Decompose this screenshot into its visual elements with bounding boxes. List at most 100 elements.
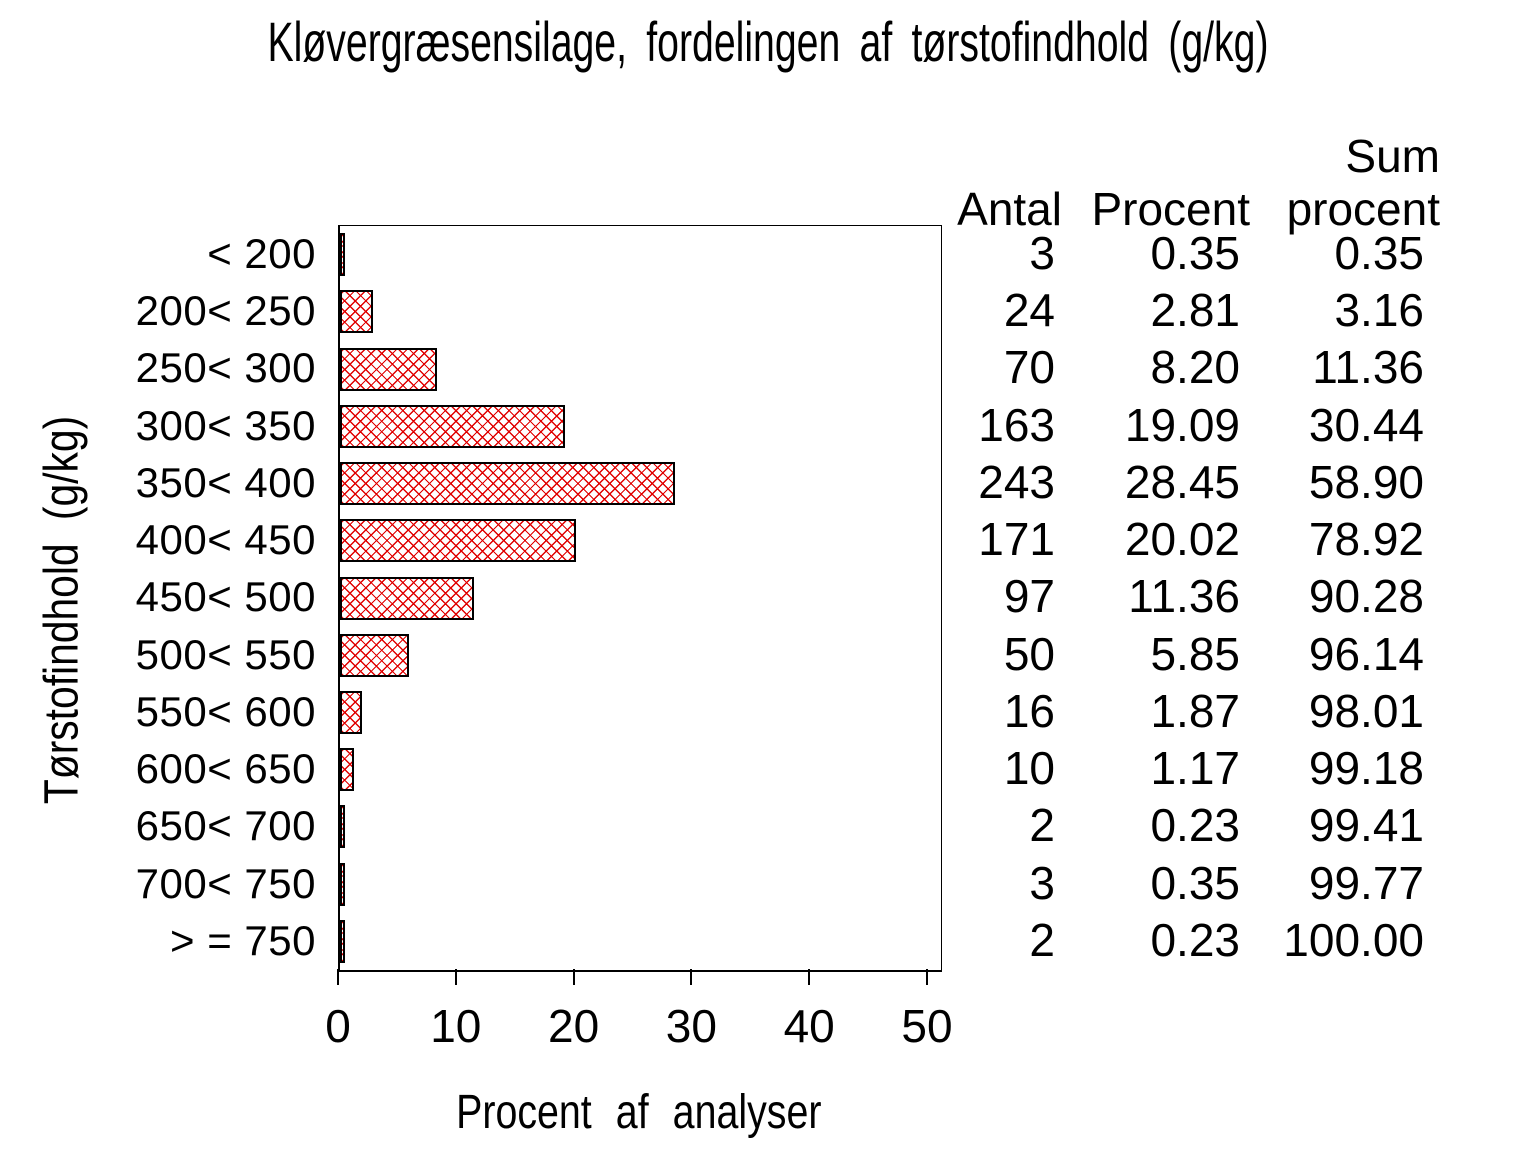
header-procent: Procent bbox=[1091, 183, 1250, 235]
table-row-10: 2 0.23 99.41 bbox=[0, 797, 1536, 854]
procent-cell: 1.17 bbox=[1150, 742, 1240, 795]
sum-procent-cell: 90.28 bbox=[1308, 570, 1424, 623]
x-tick-label-10: 10 bbox=[430, 1000, 482, 1052]
bar-0 bbox=[340, 233, 345, 277]
category-label-8: 550< 600 bbox=[135, 687, 316, 735]
sum-procent-cell: 11.36 bbox=[1312, 341, 1424, 394]
category-axis: < 200 200< 250 250< 300 300< 350 350< 400 400… bbox=[0, 0, 316, 1152]
antal-cell: 24 bbox=[1003, 284, 1055, 337]
antal-cell: 171 bbox=[978, 513, 1055, 566]
table-row-9: 10 1.17 99.18 bbox=[0, 740, 1536, 797]
antal-cell: 97 bbox=[1003, 570, 1055, 623]
procent-cell: 1.87 bbox=[1150, 684, 1240, 737]
procent-cell: 8.20 bbox=[1150, 341, 1240, 394]
category-label-2: 250< 300 bbox=[135, 344, 316, 392]
sum-procent-cell: 0.35 bbox=[1334, 227, 1424, 279]
antal-cell: 10 bbox=[1003, 742, 1055, 795]
bar-11 bbox=[340, 862, 345, 906]
sum-procent-cell: 96.14 bbox=[1308, 627, 1424, 680]
table-row-6: 97 11.36 90.28 bbox=[0, 568, 1536, 625]
category-label-1: 200< 250 bbox=[135, 287, 316, 335]
table-row-8: 16 1.87 98.01 bbox=[0, 683, 1536, 740]
x-tick-label-50: 50 bbox=[901, 1000, 953, 1052]
x-tick-mark-20 bbox=[572, 969, 575, 985]
procent-cell: 0.23 bbox=[1150, 799, 1240, 852]
bar-9 bbox=[340, 748, 354, 792]
bar-12 bbox=[340, 919, 345, 963]
antal-cell: 50 bbox=[1003, 627, 1055, 680]
category-label-9: 600< 650 bbox=[135, 745, 316, 793]
header-sum-line2: procent bbox=[1286, 183, 1440, 235]
antal-cell: 243 bbox=[978, 455, 1055, 508]
chart-title: Kløvergræsensilage, fordelingen af tørst… bbox=[0, 10, 1536, 74]
x-tick-mark-30 bbox=[690, 969, 693, 985]
bar-5 bbox=[340, 519, 576, 563]
procent-cell: 0.23 bbox=[1150, 913, 1240, 966]
antal-cell: 3 bbox=[1029, 856, 1055, 909]
category-label-0: < 200 bbox=[207, 230, 316, 277]
table-row-3: 163 19.09 30.44 bbox=[0, 397, 1536, 454]
category-label-5: 400< 450 bbox=[135, 516, 316, 564]
bar-10 bbox=[340, 805, 345, 849]
bar-2 bbox=[340, 347, 437, 391]
bar-7 bbox=[340, 633, 409, 677]
procent-cell: 20.02 bbox=[1124, 513, 1240, 566]
procent-cell: 19.09 bbox=[1124, 398, 1240, 451]
antal-cell: 16 bbox=[1003, 684, 1055, 737]
procent-cell: 28.45 bbox=[1124, 455, 1240, 508]
antal-cell: 3 bbox=[1029, 227, 1055, 279]
antal-cell: 70 bbox=[1003, 341, 1055, 394]
x-tick-label-30: 30 bbox=[665, 1000, 717, 1052]
plot-area bbox=[338, 225, 942, 972]
table-row-1: 24 2.81 3.16 bbox=[0, 282, 1536, 339]
x-axis-title-text: Procent af analyser bbox=[455, 1086, 822, 1139]
sum-procent-cell: 98.01 bbox=[1308, 684, 1424, 737]
bar-3 bbox=[340, 404, 565, 448]
chart-title-text: Kløvergræsensilage, fordelingen af tørst… bbox=[267, 10, 1269, 73]
sum-procent-cell: 100.00 bbox=[1283, 913, 1424, 966]
table-row-0: 3 0.35 0.35 bbox=[0, 225, 1536, 282]
x-tick-mark-10 bbox=[454, 969, 457, 985]
bar-4 bbox=[340, 462, 676, 506]
x-tick-label-0: 0 bbox=[325, 1000, 351, 1052]
category-label-4: 350< 400 bbox=[135, 458, 316, 506]
bar-8 bbox=[340, 690, 363, 734]
category-label-6: 450< 500 bbox=[135, 573, 316, 621]
sum-procent-cell: 78.92 bbox=[1308, 513, 1424, 566]
sum-procent-cell: 99.41 bbox=[1308, 799, 1424, 852]
category-label-10: 650< 700 bbox=[135, 802, 316, 850]
table-row-12: 2 0.23 100.00 bbox=[0, 912, 1536, 969]
sum-procent-cell: 99.18 bbox=[1308, 742, 1424, 795]
bar-1 bbox=[340, 290, 374, 334]
antal-cell: 2 bbox=[1029, 799, 1055, 852]
procent-cell: 0.35 bbox=[1150, 856, 1240, 909]
table-row-7: 50 5.85 96.14 bbox=[0, 626, 1536, 683]
procent-cell: 5.85 bbox=[1150, 627, 1240, 680]
x-axis-title: Procent af analyser bbox=[338, 1085, 939, 1140]
x-tick-mark-50 bbox=[926, 969, 928, 985]
category-label-7: 500< 550 bbox=[135, 630, 316, 678]
table-row-2: 70 8.20 11.36 bbox=[0, 339, 1536, 396]
x-tick-mark-40 bbox=[808, 969, 811, 985]
antal-cell: 163 bbox=[978, 398, 1055, 451]
table-row-5: 171 20.02 78.92 bbox=[0, 511, 1536, 568]
procent-cell: 2.81 bbox=[1150, 284, 1240, 337]
sum-procent-cell: 30.44 bbox=[1308, 398, 1424, 451]
category-label-11: 700< 750 bbox=[135, 859, 316, 907]
category-label-3: 300< 350 bbox=[135, 401, 316, 449]
procent-cell: 11.36 bbox=[1128, 570, 1240, 623]
table-row-4: 243 28.45 58.90 bbox=[0, 454, 1536, 511]
x-tick-mark-0 bbox=[337, 969, 339, 985]
category-label-12: > = 750 bbox=[170, 916, 316, 964]
x-tick-label-20: 20 bbox=[548, 1000, 600, 1052]
header-sum-line1: Sum bbox=[1345, 130, 1440, 182]
antal-cell: 2 bbox=[1029, 913, 1055, 966]
bar-6 bbox=[340, 576, 474, 620]
sum-procent-cell: 99.77 bbox=[1308, 856, 1424, 909]
procent-cell: 0.35 bbox=[1150, 227, 1240, 279]
table-row-11: 3 0.35 99.77 bbox=[0, 855, 1536, 912]
sum-procent-cell: 58.90 bbox=[1308, 455, 1424, 508]
header-antal: Antal bbox=[957, 183, 1062, 235]
sum-procent-cell: 3.16 bbox=[1334, 284, 1424, 337]
